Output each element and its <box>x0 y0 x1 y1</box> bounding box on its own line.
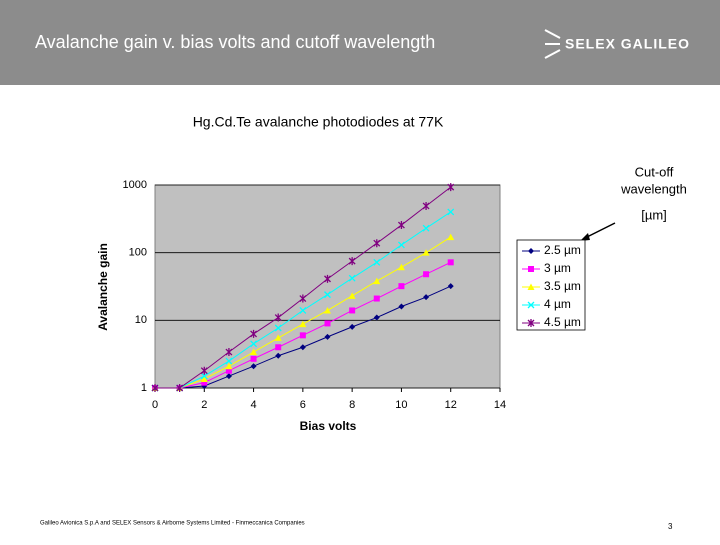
marker <box>151 384 159 392</box>
marker <box>373 314 380 321</box>
marker <box>225 373 232 380</box>
marker <box>299 320 307 328</box>
marker <box>176 384 184 392</box>
logo-icon <box>544 29 561 59</box>
header-bar <box>0 0 720 85</box>
marker <box>225 367 232 374</box>
marker <box>423 271 430 278</box>
marker <box>447 283 454 290</box>
marker <box>397 221 405 230</box>
header-title: Avalanche gain v. bias volts and cutoff … <box>35 32 435 52</box>
arrow <box>580 222 616 241</box>
legend-label: 4 µm <box>544 297 571 311</box>
legend-label: 2.5 µm <box>544 243 581 257</box>
marker <box>250 348 258 356</box>
x-tick-label: 12 <box>445 399 457 411</box>
marker <box>299 332 306 339</box>
chart-title: Hg.Cd.Te avalanche photodiodes at 77K <box>193 114 444 130</box>
legend-label: 3.5 µm <box>544 279 581 293</box>
marker <box>201 379 208 386</box>
marker <box>225 357 233 365</box>
marker <box>447 259 454 266</box>
marker <box>397 241 405 249</box>
marker <box>250 363 257 370</box>
x-tick-label: 6 <box>300 399 306 411</box>
y-tick-label: 10 <box>135 314 147 326</box>
marker <box>200 366 208 375</box>
marker <box>324 320 331 327</box>
marker <box>299 344 306 351</box>
legend-box <box>516 239 586 331</box>
marker <box>447 208 455 216</box>
page-number: 3 <box>668 522 673 531</box>
marker <box>225 348 233 357</box>
y-tick-label: 1000 <box>123 179 147 191</box>
marker <box>274 313 282 322</box>
marker <box>250 340 258 348</box>
marker <box>373 239 381 248</box>
marker <box>422 201 430 210</box>
marker <box>324 333 331 340</box>
marker <box>397 263 405 271</box>
marker <box>348 292 356 299</box>
logo-text: SELEX GALILEO <box>565 36 690 52</box>
marker <box>398 283 405 290</box>
marker <box>527 319 535 327</box>
marker <box>349 307 356 314</box>
x-tick-label: 4 <box>251 399 257 411</box>
marker <box>299 306 307 314</box>
marker <box>423 294 430 301</box>
legend-label: 3 µm <box>544 261 571 275</box>
marker <box>349 323 356 330</box>
marker <box>447 183 455 192</box>
marker <box>299 294 307 303</box>
annotation: [µm] <box>641 207 667 222</box>
x-tick-label: 2 <box>201 399 207 411</box>
marker <box>422 224 430 232</box>
marker <box>528 266 534 272</box>
marker <box>373 258 381 266</box>
marker <box>528 248 534 254</box>
marker <box>275 344 282 351</box>
marker <box>275 352 282 359</box>
y-axis-label: Avalanche gain <box>96 243 110 331</box>
footer-text: Galileo Avionica S.p.A and SELEX Sensors… <box>40 521 305 527</box>
y-tick-label: 100 <box>129 247 147 259</box>
x-tick-label: 14 <box>494 399 506 411</box>
marker <box>373 295 380 302</box>
marker <box>200 375 208 382</box>
marker <box>422 249 430 256</box>
marker <box>447 233 455 241</box>
marker <box>527 283 535 290</box>
marker <box>398 303 405 310</box>
annotation: wavelength <box>620 181 687 196</box>
marker <box>274 324 282 332</box>
marker <box>324 291 331 299</box>
marker <box>527 301 535 309</box>
annotation: Cut-off <box>635 164 674 179</box>
marker <box>225 362 233 370</box>
x-tick-label: 8 <box>349 399 355 411</box>
marker <box>324 306 331 314</box>
marker <box>250 329 258 338</box>
x-tick-label: 0 <box>152 399 158 411</box>
x-axis-label: Bias volts <box>300 419 357 433</box>
legend-label: 4.5 µm <box>544 315 581 329</box>
x-tick-label: 10 <box>395 399 407 411</box>
marker <box>348 274 356 282</box>
marker <box>200 372 208 380</box>
y-tick-label: 1 <box>141 382 147 394</box>
marker <box>250 355 257 362</box>
marker <box>348 257 356 266</box>
marker <box>373 277 381 285</box>
marker <box>274 334 282 341</box>
marker <box>324 274 331 283</box>
